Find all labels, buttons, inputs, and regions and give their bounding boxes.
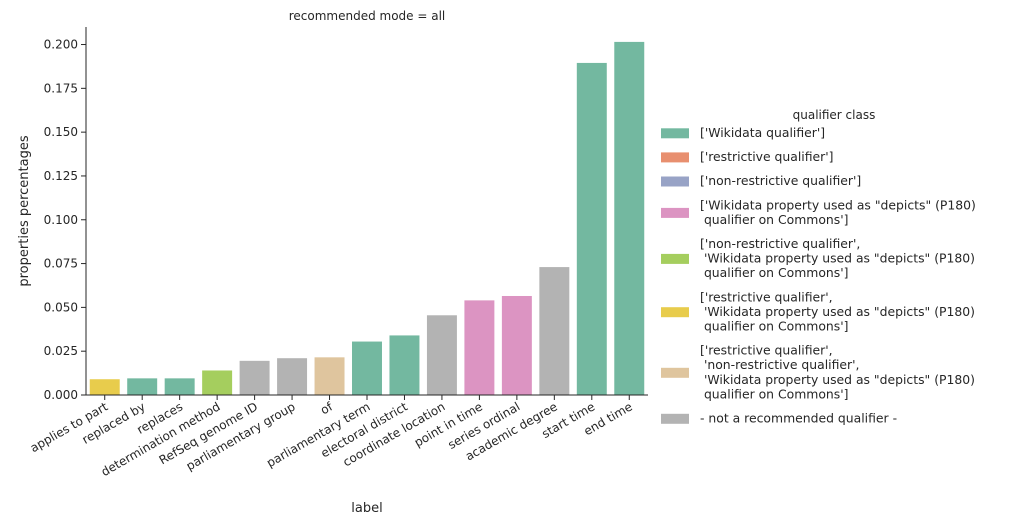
- y-tick-label: 0.075: [44, 257, 78, 271]
- legend: qualifier class ['Wikidata qualifier'] ['…: [661, 108, 976, 426]
- legend-swatch: [661, 367, 689, 378]
- bar-applies-to-part: [89, 379, 120, 395]
- y-tick-label: 0.175: [44, 81, 78, 95]
- panel-title: recommended mode = all: [289, 9, 446, 23]
- bar-series-ordinal: [501, 295, 532, 395]
- bars-group: [89, 41, 645, 396]
- y-tick-label: 0.150: [44, 125, 78, 139]
- bar-refseq-genome-id: [239, 360, 270, 395]
- legend-label: ['non-restrictive qualifier']: [700, 173, 861, 188]
- legend-label: ['restrictive qualifier', 'Wikidata prop…: [700, 289, 975, 333]
- legend-label: ['non-restrictive qualifier', 'Wikidata …: [700, 236, 975, 280]
- y-tick-label: 0.000: [44, 388, 78, 402]
- y-tick-label: 0.200: [44, 38, 78, 52]
- bar-point-in-time: [464, 300, 495, 395]
- legend-label: ['Wikidata property used as "depicts" (P…: [700, 197, 976, 227]
- legend-swatch: [661, 253, 689, 264]
- legend-swatch: [661, 152, 689, 163]
- bar-electoral-district: [389, 335, 420, 395]
- x-axis-title: label: [351, 501, 382, 516]
- bar-start-time: [576, 62, 607, 396]
- legend-swatch: [661, 176, 689, 187]
- y-tick-label: 0.025: [44, 344, 78, 358]
- y-axis-title: properties percentages: [17, 135, 32, 286]
- bar-of: [314, 357, 345, 395]
- y-tick-label: 0.100: [44, 213, 78, 227]
- legend-swatch: [661, 413, 689, 424]
- bar-parliamentary-term: [352, 341, 382, 395]
- y-tick-label: 0.050: [44, 300, 78, 314]
- legend-label: ['restrictive qualifier']: [700, 149, 834, 164]
- legend-swatch: [661, 207, 689, 218]
- y-tick-label: 0.125: [44, 169, 78, 183]
- bar-parliamentary-group: [277, 358, 308, 395]
- bar-determination-method: [202, 370, 233, 395]
- legend-swatch: [661, 128, 689, 139]
- bar-end-time: [614, 41, 645, 396]
- legend-label: ['Wikidata qualifier']: [700, 125, 825, 140]
- bar-academic-degree: [539, 267, 570, 395]
- x-tick-label: of: [318, 399, 336, 417]
- legend-title: qualifier class: [793, 108, 876, 122]
- y-ticks: 0.000 0.025 0.050 0.075 0.100 0.125 0.150 0.175…: [44, 38, 86, 402]
- legend-swatch: [661, 307, 689, 318]
- bar-coordinate-location: [426, 315, 457, 395]
- legend-label: ['restrictive qualifier', 'non-restricti…: [700, 343, 975, 402]
- bar-replaced-by: [127, 378, 158, 395]
- legend-label: - not a recommended qualifier -: [700, 411, 897, 426]
- bar-replaces: [164, 378, 195, 395]
